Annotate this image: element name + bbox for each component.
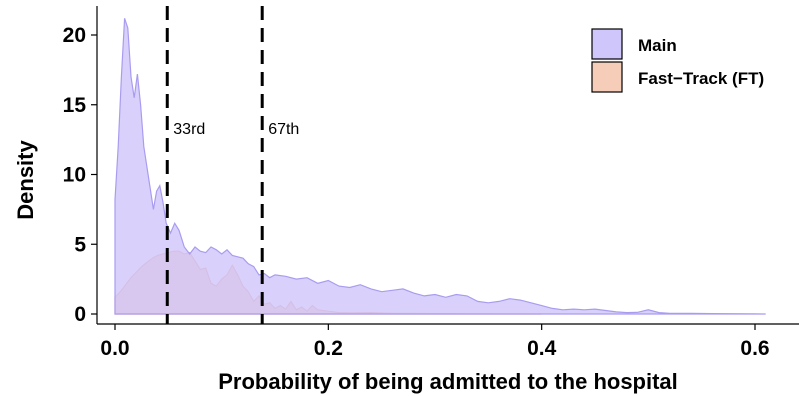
legend: Main Fast−Track (FT): [591, 28, 764, 93]
y-tick-label: 20: [63, 24, 86, 47]
y-tick-label: 5: [74, 233, 86, 256]
x-tick-label: 0.2: [314, 337, 343, 360]
y-ticks: 0 5 10 15 20: [63, 24, 97, 326]
y-axis-title: Density: [13, 140, 38, 220]
x-axis-title: Probability of being admitted to the hos…: [218, 369, 678, 394]
y-tick-label: 0: [74, 303, 86, 326]
legend-swatch-fast-track: [591, 61, 623, 93]
series-layer: [114, 18, 766, 315]
legend-swatch-main: [591, 28, 623, 60]
reference-line-label-67th: 67th: [268, 121, 299, 138]
x-ticks: 0.0 0.2 0.4 0.6: [100, 324, 770, 360]
legend-label-main: Main: [638, 36, 677, 55]
density-area-main: [114, 18, 766, 315]
y-tick-label: 15: [63, 94, 87, 117]
x-tick-label: 0.4: [527, 337, 557, 360]
x-tick-label: 0.0: [100, 337, 129, 360]
reference-lines: 33rd 67th: [165, 6, 299, 324]
legend-label-fast-track: Fast−Track (FT): [638, 69, 764, 88]
reference-line-label-33rd: 33rd: [173, 121, 205, 138]
y-tick-label: 10: [63, 164, 86, 187]
x-tick-label: 0.6: [740, 337, 769, 360]
